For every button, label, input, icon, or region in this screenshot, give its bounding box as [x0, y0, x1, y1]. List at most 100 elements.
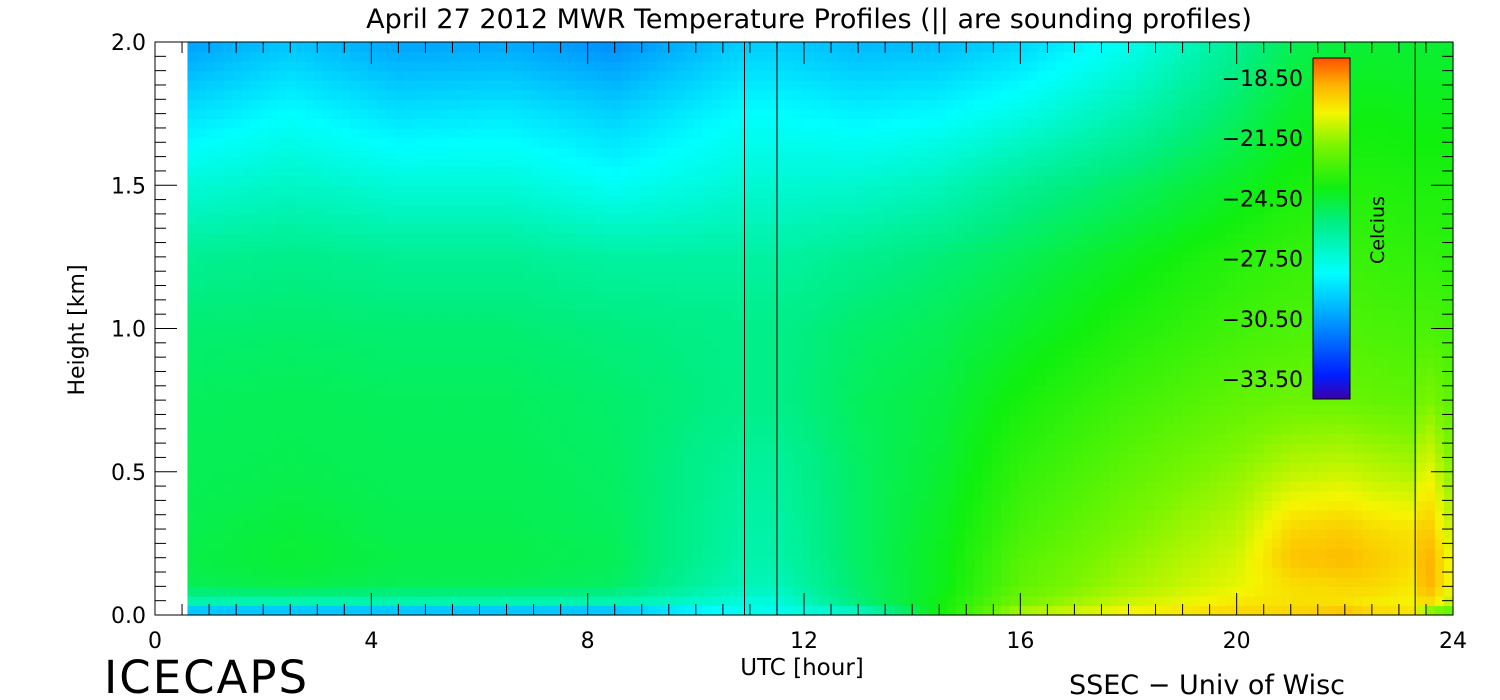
heat-cell	[521, 318, 532, 330]
heat-cell	[241, 309, 252, 320]
heat-cell	[811, 404, 821, 416]
heat-cell	[928, 443, 939, 454]
heat-cell	[675, 271, 686, 282]
heat-cell	[729, 99, 740, 110]
heat-cell	[747, 185, 758, 196]
heat-cell	[268, 452, 279, 463]
heat-cell	[675, 309, 686, 320]
heat-cell	[820, 242, 830, 253]
heat-cell	[576, 280, 586, 291]
heat-cell	[286, 61, 297, 72]
heat-cell	[901, 99, 912, 110]
heat-cell	[359, 519, 369, 530]
heat-cell	[485, 452, 496, 463]
heat-cell	[811, 80, 821, 91]
heat-cell	[621, 567, 631, 578]
heat-cell	[440, 233, 451, 244]
heat-cell	[467, 42, 478, 53]
heat-cell	[395, 605, 405, 616]
heat-cell	[214, 443, 225, 454]
heat-cell	[323, 385, 333, 396]
heat-cell	[467, 433, 478, 444]
heat-cell	[530, 538, 541, 549]
heat-cell	[630, 70, 641, 81]
heat-cell	[693, 242, 704, 253]
heat-cell	[485, 280, 496, 291]
heat-cell	[829, 595, 839, 607]
heat-cell	[684, 500, 695, 511]
heat-cell	[277, 414, 288, 425]
heat-cell	[422, 280, 433, 291]
heat-cell	[558, 586, 568, 597]
heat-cell	[512, 357, 523, 368]
heat-cell	[657, 490, 668, 501]
heat-cell	[874, 404, 885, 416]
heat-cell	[449, 443, 460, 454]
heat-cell	[793, 481, 803, 492]
heat-cell	[639, 595, 650, 607]
heat-cell	[865, 194, 876, 205]
heat-cell	[277, 99, 288, 110]
heat-cell	[341, 61, 351, 72]
heat-cell	[549, 395, 559, 406]
heat-cell	[702, 567, 713, 578]
heat-cell	[784, 471, 794, 482]
heat-cell	[919, 175, 930, 186]
heat-cell	[241, 385, 252, 396]
heat-cell	[494, 290, 505, 301]
heat-cell	[494, 318, 505, 330]
heat-cell	[332, 557, 342, 568]
heat-cell	[702, 233, 713, 244]
heat-cell	[431, 42, 442, 53]
heat-cell	[512, 309, 523, 320]
heat-cell	[603, 108, 613, 119]
heat-cell	[314, 118, 324, 129]
heat-cell	[250, 529, 261, 540]
heat-cell	[368, 318, 378, 330]
heat-cell	[756, 51, 767, 62]
heat-cell	[838, 309, 848, 320]
heat-cell	[567, 557, 577, 568]
heat-cell	[793, 595, 803, 607]
heat-cell	[829, 299, 839, 310]
heat-cell	[449, 61, 460, 72]
heat-cell	[503, 481, 514, 492]
heat-cell	[232, 414, 243, 425]
heat-cell	[540, 309, 550, 320]
heat-cell	[829, 252, 839, 263]
heat-cell	[241, 357, 252, 368]
heat-cell	[856, 548, 867, 559]
heat-cell	[747, 481, 758, 492]
heat-cell	[268, 395, 279, 406]
heat-cell	[729, 271, 740, 282]
heat-cell	[413, 509, 424, 521]
heat-cell	[630, 156, 641, 167]
heat-cell	[793, 89, 803, 100]
heat-cell	[359, 414, 369, 425]
heat-cell	[630, 328, 641, 339]
heat-cell	[711, 318, 722, 330]
heat-cell	[223, 80, 234, 91]
heat-cell	[648, 538, 659, 549]
heat-cell	[928, 280, 939, 291]
heat-cell	[467, 290, 478, 301]
heat-cell	[765, 462, 776, 473]
heat-cell	[928, 290, 939, 301]
heat-cell	[594, 529, 604, 540]
heat-cell	[883, 290, 894, 301]
heat-cell	[856, 70, 867, 81]
heat-cell	[549, 118, 559, 129]
heat-cell	[232, 481, 243, 492]
heat-cell	[630, 213, 641, 225]
heat-cell	[395, 433, 405, 444]
heat-cell	[386, 242, 396, 253]
heat-cell	[494, 118, 505, 129]
heat-cell	[521, 376, 532, 387]
heat-cell	[847, 471, 857, 482]
heat-cell	[702, 519, 713, 530]
heat-cell	[612, 271, 622, 282]
heat-cell	[250, 414, 261, 425]
heat-cell	[268, 424, 279, 435]
heat-cell	[196, 213, 207, 225]
heat-cell	[585, 252, 595, 263]
